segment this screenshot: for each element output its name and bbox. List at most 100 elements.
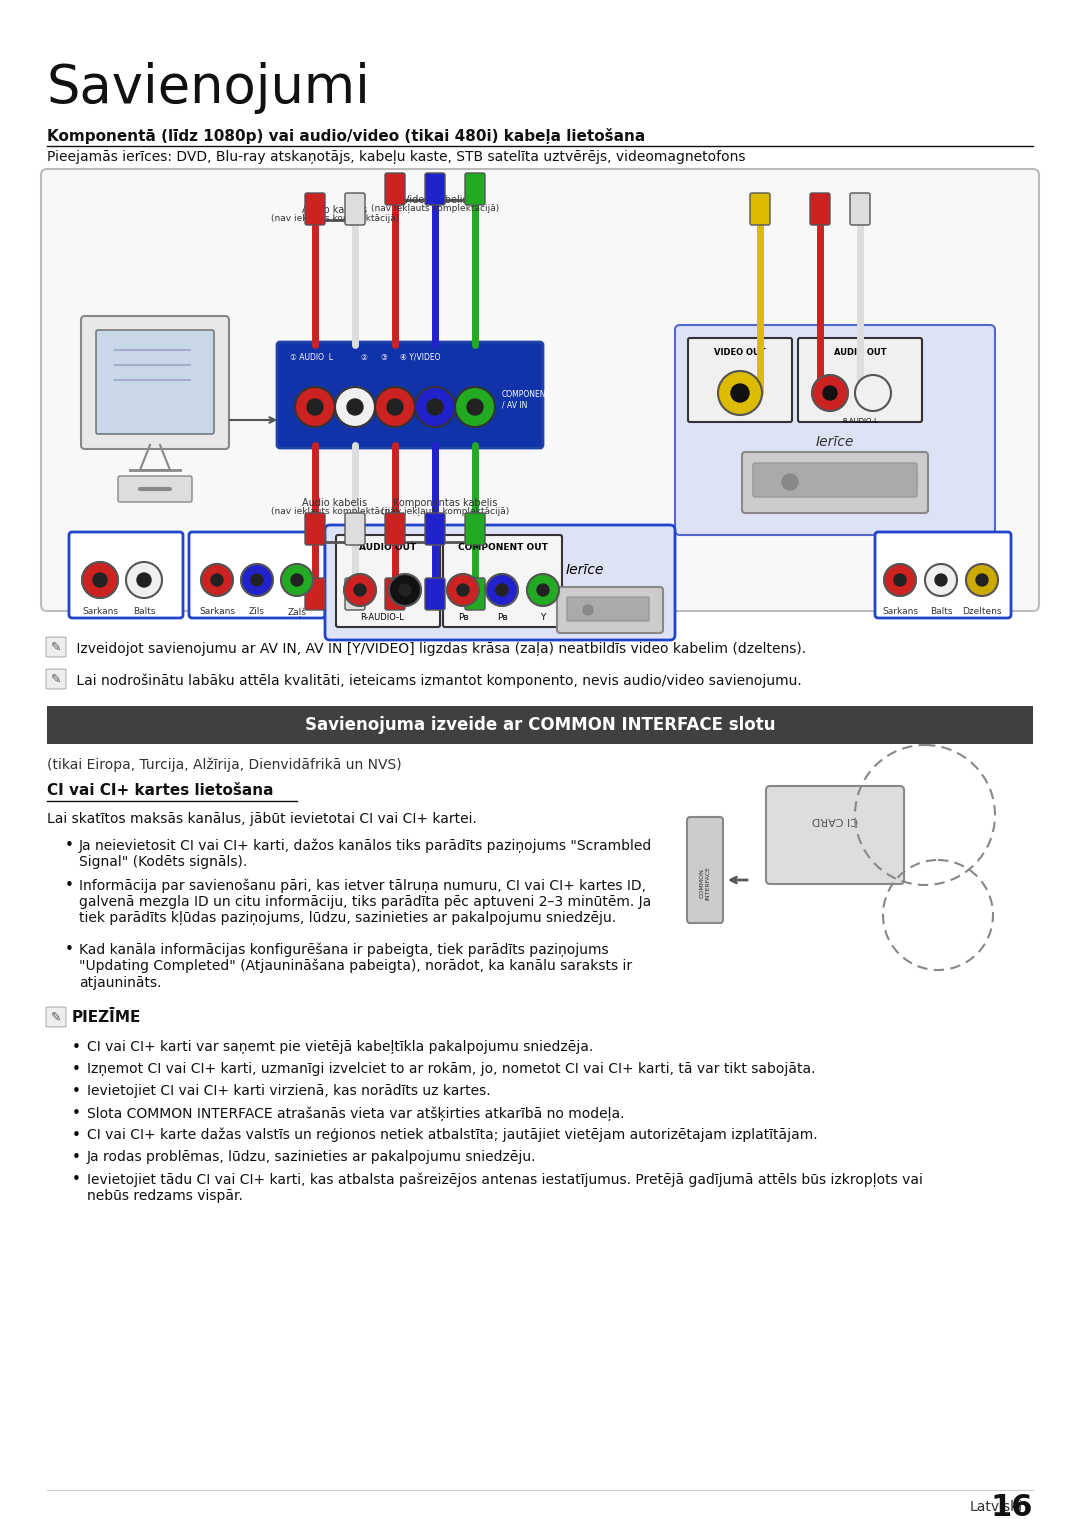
Circle shape (347, 399, 363, 415)
Text: Balts: Balts (133, 608, 156, 617)
FancyBboxPatch shape (426, 513, 445, 545)
Circle shape (415, 387, 455, 427)
Text: Slota COMMON INTERFACE atrašanās vieta var atšķirties atkarībā no modeļa.: Slota COMMON INTERFACE atrašanās vieta v… (87, 1106, 624, 1121)
Text: Ja rodas problēmas, lūdzu, sazinieties ar pakalpojumu sniedzēju.: Ja rodas problēmas, lūdzu, sazinieties a… (87, 1150, 537, 1164)
FancyBboxPatch shape (875, 532, 1011, 618)
FancyBboxPatch shape (687, 817, 723, 924)
Text: VIDEO OUT: VIDEO OUT (714, 348, 766, 357)
Circle shape (486, 574, 518, 606)
Circle shape (201, 564, 233, 595)
FancyBboxPatch shape (336, 535, 440, 627)
Text: Informācija par savienošanu pāri, kas ietver tālruņa numuru, CI vai CI+ kartes I: Informācija par savienošanu pāri, kas ie… (79, 878, 651, 925)
FancyBboxPatch shape (675, 325, 995, 535)
Text: ②: ② (360, 352, 367, 362)
Circle shape (885, 564, 916, 595)
FancyBboxPatch shape (81, 316, 229, 450)
Text: Pʙ: Pʙ (458, 614, 469, 621)
Text: AUDIO OUT: AUDIO OUT (834, 348, 887, 357)
FancyBboxPatch shape (69, 532, 183, 618)
Text: Sarkans: Sarkans (199, 608, 235, 617)
Circle shape (924, 564, 957, 595)
Circle shape (281, 564, 313, 595)
Circle shape (447, 574, 480, 606)
Text: Pʙ: Pʙ (497, 614, 508, 621)
FancyBboxPatch shape (443, 535, 562, 627)
Text: Komponentas kabelis: Komponentas kabelis (393, 498, 497, 507)
Text: Pieejamās ierīces: DVD, Blu-ray atskaņotājs, kabeļu kaste, STB satelīta uztvērēj: Pieejamās ierīces: DVD, Blu-ray atskaņot… (48, 150, 745, 164)
FancyBboxPatch shape (46, 1007, 66, 1027)
Text: (nav iekļauts komplektācijā): (nav iekļauts komplektācijā) (381, 507, 509, 516)
Circle shape (241, 564, 273, 595)
Text: •: • (65, 942, 73, 957)
Text: Izņemot CI vai CI+ karti, uzmanīgi izvelciet to ar rokām, jo, nometot CI vai CI+: Izņemot CI vai CI+ karti, uzmanīgi izvel… (87, 1062, 815, 1075)
Circle shape (812, 375, 848, 412)
Circle shape (335, 387, 375, 427)
Text: Balts: Balts (930, 608, 953, 617)
Text: Audio kabelis: Audio kabelis (302, 498, 367, 507)
FancyBboxPatch shape (465, 513, 485, 545)
Text: ✎: ✎ (51, 641, 62, 653)
FancyBboxPatch shape (118, 475, 192, 501)
Text: •: • (72, 1173, 81, 1186)
Circle shape (894, 574, 906, 586)
Circle shape (855, 375, 891, 412)
Circle shape (583, 605, 593, 615)
Circle shape (251, 574, 264, 586)
Text: Lai skatītos maksās kanālus, jābūt ievietotai CI vai CI+ kartei.: Lai skatītos maksās kanālus, jābūt ievie… (48, 813, 477, 826)
Text: •: • (72, 1150, 81, 1165)
Text: Kad kanāla informācijas konfigurēšana ir pabeigta, tiek parādīts paziņojums
"Upd: Kad kanāla informācijas konfigurēšana ir… (79, 942, 632, 990)
Circle shape (455, 387, 495, 427)
Text: COMPONENT OUT: COMPONENT OUT (458, 542, 548, 551)
FancyBboxPatch shape (96, 330, 214, 434)
Text: CI vai CI+ kartes lietošana: CI vai CI+ kartes lietošana (48, 782, 273, 797)
Circle shape (966, 564, 998, 595)
Text: ③: ③ (380, 352, 387, 362)
Circle shape (399, 583, 411, 595)
Circle shape (823, 386, 837, 399)
Text: Ierīce: Ierīce (815, 434, 854, 450)
FancyBboxPatch shape (325, 526, 675, 639)
Text: •: • (72, 1041, 81, 1056)
Circle shape (389, 574, 421, 606)
Text: Savienojumi: Savienojumi (48, 62, 370, 114)
Circle shape (295, 387, 335, 427)
Text: (nav iekļauts komplektācijā): (nav iekļauts komplektācijā) (271, 507, 400, 516)
Text: •: • (65, 838, 73, 854)
Circle shape (935, 574, 947, 586)
FancyBboxPatch shape (189, 532, 325, 618)
FancyBboxPatch shape (753, 463, 917, 497)
Text: •: • (65, 878, 73, 893)
Circle shape (527, 574, 559, 606)
Circle shape (126, 562, 162, 598)
Text: Ievietojiet CI vai CI+ karti virzienā, kas norādīts uz kartes.: Ievietojiet CI vai CI+ karti virzienā, k… (87, 1085, 490, 1098)
Text: Audio kabelis: Audio kabelis (302, 205, 367, 216)
Text: COMMON
INTERFACE: COMMON INTERFACE (700, 866, 711, 899)
Text: (nav iekļauts komplektācijā): (nav iekļauts komplektācijā) (370, 204, 499, 213)
Text: Izveidojot savienojumu ar AV IN, AV IN [Y/VIDEO] ligzdas krāsa (zaļa) neatbildīs: Izveidojot savienojumu ar AV IN, AV IN [… (72, 643, 806, 656)
Circle shape (93, 573, 107, 586)
Text: Y: Y (540, 614, 545, 621)
Circle shape (782, 474, 798, 491)
FancyBboxPatch shape (750, 193, 770, 225)
Text: COMPONENT
/ AV IN: COMPONENT / AV IN (502, 390, 551, 410)
Circle shape (291, 574, 303, 586)
FancyBboxPatch shape (345, 193, 365, 225)
Text: (nav iekļauts komplektācijā): (nav iekļauts komplektācijā) (271, 214, 400, 223)
Circle shape (345, 574, 376, 606)
Text: Dzeltens: Dzeltens (962, 608, 1002, 617)
FancyBboxPatch shape (567, 597, 649, 621)
Circle shape (718, 371, 762, 415)
Text: 16: 16 (990, 1493, 1032, 1519)
Bar (48, 706, 1032, 744)
FancyBboxPatch shape (345, 513, 365, 545)
FancyBboxPatch shape (305, 513, 325, 545)
Text: Ievietojiet tādu CI vai CI+ karti, kas atbalsta pašreizējos antenas iestatījumus: Ievietojiet tādu CI vai CI+ karti, kas a… (87, 1173, 923, 1203)
Text: CI CARD: CI CARD (812, 816, 859, 825)
Text: ① AUDIO  L: ① AUDIO L (291, 352, 333, 362)
Text: Zaļš: Zaļš (287, 608, 307, 617)
Text: Ja neievietosit CI vai CI+ karti, dažos kanālos tiks parādīts paziņojums "Scramb: Ja neievietosit CI vai CI+ karti, dažos … (79, 838, 652, 869)
Circle shape (82, 562, 118, 598)
Text: Sarkans: Sarkans (882, 608, 918, 617)
FancyBboxPatch shape (426, 579, 445, 611)
FancyBboxPatch shape (276, 342, 543, 448)
